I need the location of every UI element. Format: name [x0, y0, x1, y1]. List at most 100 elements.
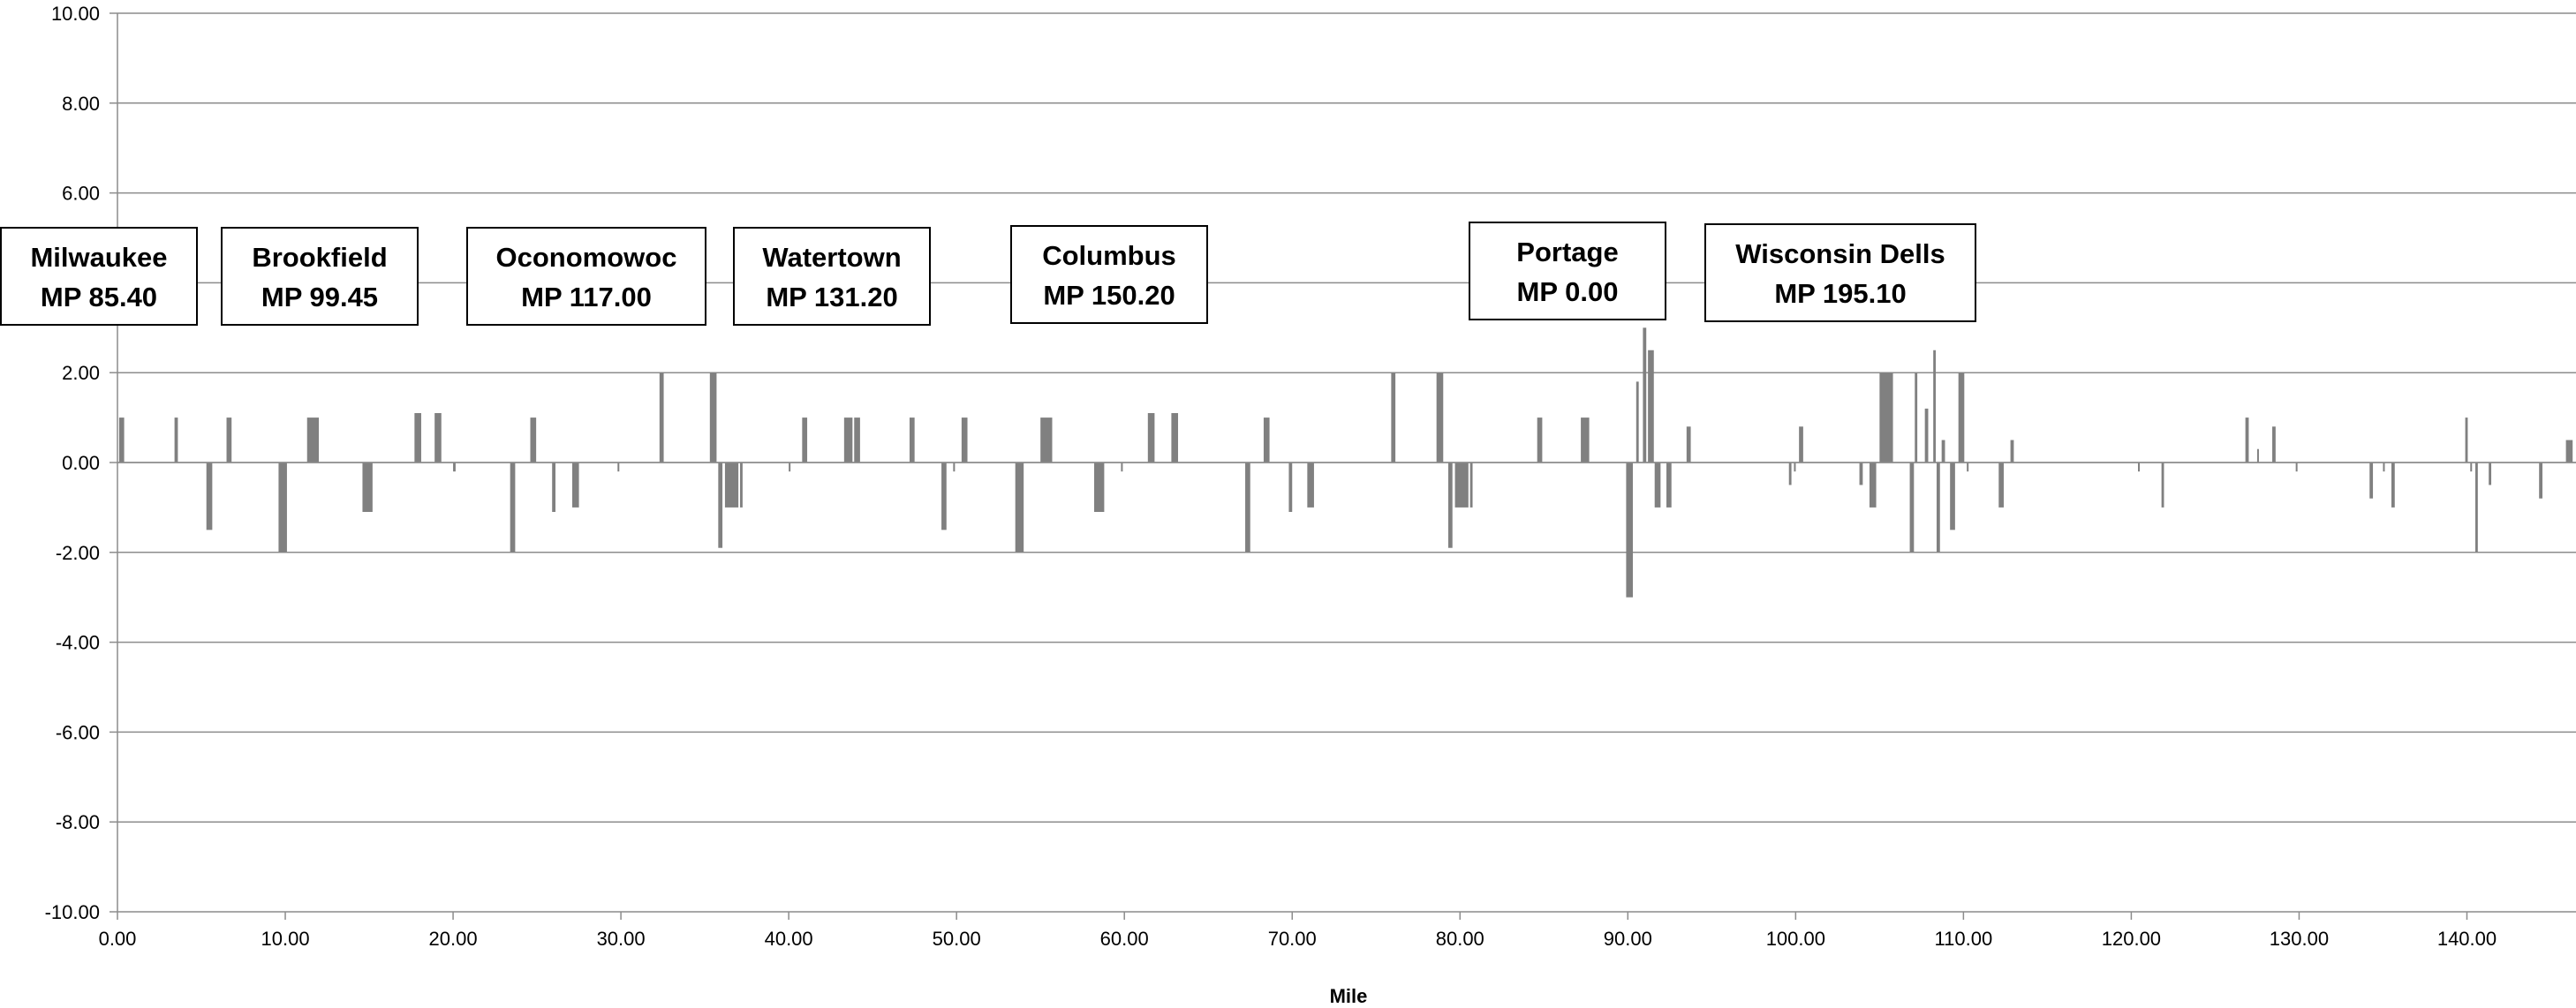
bar [278, 463, 287, 553]
bar [2272, 426, 2276, 463]
bar [2465, 417, 2468, 463]
x-axis-title: Mile [1330, 985, 1368, 1007]
bar [843, 417, 853, 463]
bar [2565, 440, 2573, 463]
bar [718, 463, 723, 548]
y-tick-label: -6.00 [56, 721, 100, 743]
callout-frame [1469, 222, 1666, 320]
callout-box: Brookfield MP 99.45 [221, 227, 419, 326]
bar [854, 417, 860, 463]
bar [552, 463, 555, 512]
bar [1788, 463, 1792, 485]
bar [1933, 350, 1937, 463]
callout-frame [0, 227, 198, 326]
bar [1626, 463, 1634, 598]
bar [1093, 463, 1105, 512]
bar [1936, 463, 1940, 553]
bar [1924, 408, 1929, 463]
callout-box: Wisconsin Dells MP 195.10 [1704, 223, 1976, 322]
bar [1307, 463, 1314, 508]
bar [617, 463, 620, 472]
x-tick-label: 140.00 [2437, 928, 2497, 950]
bar [1794, 463, 1796, 472]
x-tick-label: 20.00 [429, 928, 478, 950]
y-tick-label: 0.00 [62, 452, 100, 474]
callout-milepost: MP 85.40 [41, 282, 157, 312]
y-tick-label: 8.00 [62, 93, 100, 115]
bar [2489, 463, 2492, 485]
bar [2295, 463, 2298, 472]
bar [1121, 463, 1123, 472]
bar [1537, 417, 1543, 463]
callout-milepost: MP 0.00 [1517, 276, 1619, 307]
bar [1171, 413, 1179, 463]
bar [941, 463, 947, 530]
bar [2010, 440, 2014, 463]
y-tick-label: 2.00 [62, 362, 100, 384]
bar [1648, 350, 1654, 463]
callout-frame [733, 227, 931, 326]
x-tick-label: 40.00 [765, 928, 813, 950]
callout-box: Columbus MP 150.20 [1010, 225, 1208, 324]
callout-frame [1704, 223, 1976, 322]
callout-milepost: MP 99.45 [261, 282, 378, 312]
bar [1941, 440, 1945, 463]
bar [1454, 463, 1469, 508]
bar [206, 463, 213, 530]
callout-place-name: Oconomowoc [496, 242, 677, 273]
bar [510, 463, 516, 553]
bar [1799, 426, 1803, 463]
bar [530, 417, 537, 463]
bar [1967, 463, 1969, 472]
callout-milepost: MP 117.00 [521, 282, 652, 312]
bar [2161, 463, 2164, 508]
bar [1447, 463, 1453, 548]
callout-box: Watertown MP 131.20 [733, 227, 931, 326]
bar [1040, 417, 1053, 463]
bar [1245, 463, 1250, 553]
callout-milepost: MP 150.20 [1043, 280, 1175, 311]
callout-place-name: Brookfield [252, 242, 387, 273]
bar [1915, 372, 1918, 463]
bar [1686, 426, 1691, 463]
x-tick-label: 90.00 [1604, 928, 1652, 950]
y-tick-label: -10.00 [45, 901, 100, 923]
bar [2470, 463, 2473, 472]
x-tick-label: 100.00 [1766, 928, 1825, 950]
x-tick-label: 60.00 [1100, 928, 1149, 950]
bar [434, 413, 442, 463]
x-tick-label: 110.00 [1935, 928, 1993, 950]
bar [2539, 463, 2542, 499]
x-tick-label: 30.00 [597, 928, 646, 950]
bar [1436, 372, 1444, 463]
bar [2245, 417, 2249, 463]
bar [362, 463, 373, 512]
bar [1654, 463, 1661, 508]
bar [1879, 372, 1893, 463]
bar [1581, 417, 1590, 463]
bar [2391, 463, 2395, 508]
bar [1998, 463, 2004, 508]
x-tick-label: 130.00 [2270, 928, 2329, 950]
bar [659, 372, 664, 463]
bar [802, 417, 808, 463]
bars [118, 327, 2573, 598]
y-tick-label: 10.00 [51, 3, 100, 25]
bar [2369, 463, 2374, 499]
callout-box: Oconomowoc MP 117.00 [466, 227, 706, 326]
bar [1263, 417, 1270, 463]
bar [1635, 381, 1639, 463]
x-tick-label: 80.00 [1436, 928, 1484, 950]
bar [961, 417, 968, 463]
bar [2474, 463, 2478, 553]
callout-frame [221, 227, 419, 326]
bar [1950, 463, 1955, 530]
bar [1859, 463, 1863, 485]
bar [1666, 463, 1672, 508]
callout-place-name: Watertown [762, 242, 901, 273]
bar [1869, 463, 1877, 508]
y-tick-label: -4.00 [56, 632, 100, 654]
y-tick-labels: 10.008.006.004.002.000.00-2.00-4.00-6.00… [45, 3, 100, 923]
